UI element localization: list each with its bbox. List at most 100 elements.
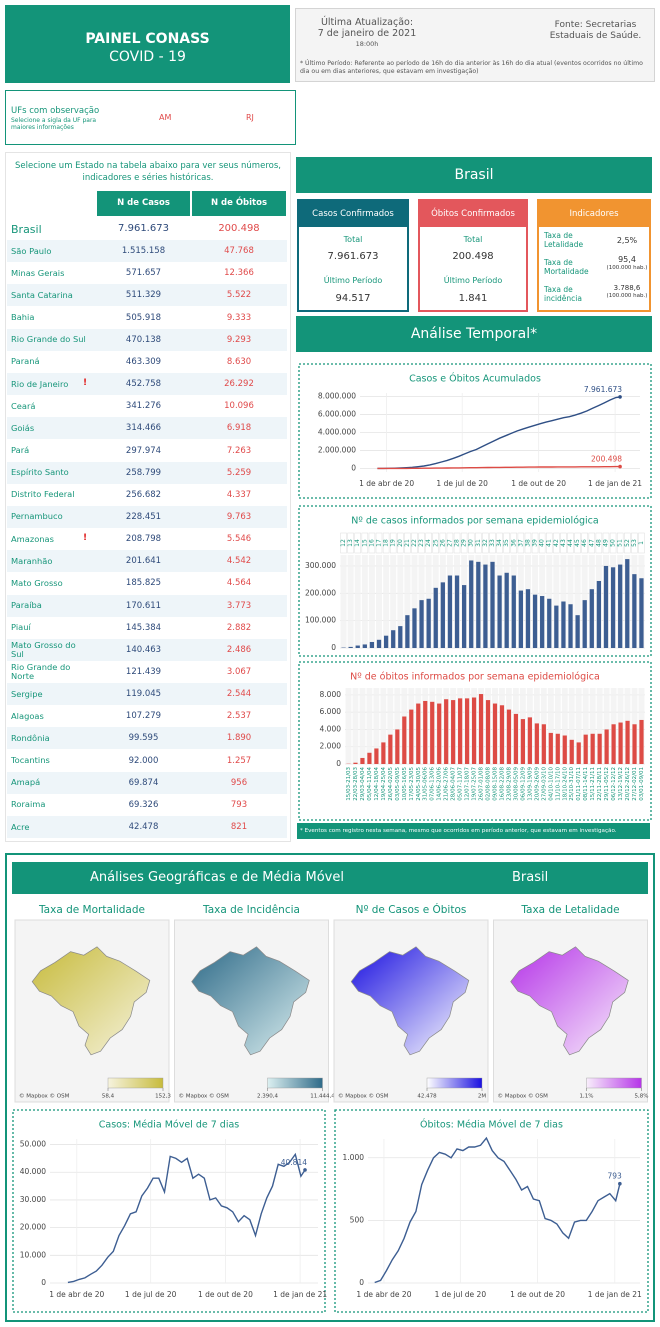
table-row[interactable]: Pernambuco 228.451 9.763 — [7, 505, 287, 528]
category-box — [340, 532, 347, 554]
category-box — [411, 532, 418, 554]
category-box — [638, 532, 645, 554]
bar — [426, 598, 431, 648]
category-label: 20/09-26/09 — [534, 767, 540, 801]
indicator-unit: (100.000 hab.) — [606, 265, 648, 271]
colorbar-label: 1,1% — [580, 1094, 594, 1100]
bar — [490, 561, 495, 648]
bar-background — [373, 688, 380, 764]
indicators-card: Indicadores Taxa de Letalidade 2,5% Taxa… — [537, 199, 651, 312]
table-row[interactable]: Amazonas! 208.798 5.546 — [7, 528, 287, 551]
uf-link[interactable]: RJ — [246, 113, 254, 122]
category-label: 40 — [539, 539, 546, 547]
cases-cell: 571.657 — [125, 268, 162, 279]
x-tick-label: 1 de abr de 20 — [356, 1290, 411, 1299]
bar-background — [387, 688, 394, 764]
table-row[interactable]: São Paulo 1.515.158 47.768 — [7, 240, 287, 263]
table-row[interactable]: Maranhão 201.641 4.542 — [7, 550, 287, 573]
table-row[interactable]: Mato Grosso 185.825 4.564 — [7, 572, 287, 595]
category-label: 39 — [532, 539, 539, 547]
table-row[interactable]: Pará 297.974 7.263 — [7, 439, 287, 462]
table-row[interactable]: Distrito Federal 256.682 4.337 — [7, 483, 287, 506]
table-row[interactable]: Sergipe 119.045 2.544 — [7, 683, 287, 706]
deaths-cell: 9.293 — [226, 334, 252, 345]
table-row[interactable]: Brasil 7.961.673 200.498 — [7, 218, 287, 240]
bar — [576, 742, 581, 764]
table-row[interactable]: Santa Catarina 511.329 5.522 — [7, 284, 287, 307]
table-row[interactable]: Alagoas 107.279 2.537 — [7, 705, 287, 728]
bar-background — [361, 555, 368, 648]
instruction: Selecione um Estado na tabela abaixo par… — [15, 161, 281, 183]
bar — [444, 699, 449, 764]
table-row[interactable]: Roraima 69.326 793 — [7, 793, 287, 816]
bar — [603, 565, 609, 648]
card-value: 200.498 — [452, 251, 494, 262]
bar — [575, 615, 580, 648]
category-label: 18/10-24/10 — [562, 767, 568, 801]
state-name: Rio Grande do Norte — [11, 662, 71, 681]
bar-background — [352, 688, 359, 764]
table-row[interactable]: Minas Gerais 571.657 12.366 — [7, 262, 287, 285]
category-label: 49 — [603, 539, 610, 547]
state-name: Amapá — [11, 777, 41, 788]
card-label: Último Período — [443, 276, 503, 285]
cases-cell: 258.799 — [125, 467, 162, 478]
state-name: Sergipe — [11, 688, 43, 699]
category-label: 36 — [510, 539, 517, 547]
table-row[interactable]: Paraná 463.309 8.630 — [7, 350, 287, 373]
bar — [355, 645, 360, 648]
bar — [423, 700, 428, 764]
cases-cell: 208.798 — [125, 534, 162, 545]
map-title: Taxa de Incidência — [202, 904, 300, 916]
card-title: Casos Confirmados — [299, 201, 407, 227]
table-row[interactable]: Espírito Santo 258.799 5.259 — [7, 461, 287, 484]
table-row[interactable]: Mato Grosso do Sul 140.463 2.486 — [7, 638, 287, 661]
table-row[interactable]: Rio Grande do Norte 121.439 3.067 — [7, 661, 287, 683]
bar — [476, 561, 481, 648]
bar-background — [376, 555, 382, 648]
bar — [562, 735, 567, 764]
indicator-label: Taxa de Mortalidade — [544, 258, 589, 276]
attribution: © Mapbox © OSM — [498, 1093, 549, 1100]
bar — [554, 605, 559, 648]
category-box — [553, 532, 560, 554]
table-row[interactable]: Ceará 341.276 10.096 — [7, 395, 287, 418]
indicator-unit: (100.000 hab.) — [606, 293, 648, 299]
table-row[interactable]: Bahia 505.918 9.333 — [7, 306, 287, 329]
category-label: 50 — [610, 539, 617, 547]
table-row[interactable]: Acre 42.478 821 — [7, 816, 287, 839]
category-label: 15 — [361, 539, 368, 547]
x-tick-label: 1 de jul de 20 — [435, 1290, 487, 1299]
bar — [405, 615, 410, 648]
table-row[interactable]: Rio de Janeiro! 452.758 26.292 — [7, 373, 287, 396]
table-row[interactable]: Goiás 314.466 6.918 — [7, 417, 287, 440]
table-row[interactable]: Tocantins 92.000 1.257 — [7, 749, 287, 772]
bar — [398, 626, 403, 648]
geo-section — [5, 853, 655, 1322]
y-tick-label: 0 — [336, 759, 341, 768]
category-label: 12 — [340, 539, 347, 547]
y-tick-label: 100.000 — [305, 616, 336, 625]
deaths-cell: 1.257 — [226, 755, 252, 766]
observation-flag: ! — [83, 533, 88, 544]
table-row[interactable]: Rio Grande do Sul 470.138 9.293 — [7, 328, 287, 351]
category-label: 08/11-14/11 — [583, 767, 589, 801]
category-label: 16 — [368, 539, 375, 547]
card-value: 94.517 — [335, 293, 371, 304]
y-tick-label: 0 — [331, 643, 336, 652]
uf-link[interactable]: AM — [159, 113, 172, 122]
column-header: N de Óbitos — [192, 191, 286, 216]
category-label: 15/03-21/03 — [346, 767, 352, 801]
bar — [525, 589, 531, 648]
source: Fonte: Secretarias Estaduais de Saúde. — [549, 20, 642, 41]
category-label: 29 — [461, 539, 468, 547]
table-row[interactable]: Amapá 69.874 956 — [7, 771, 287, 794]
table-row[interactable]: Piauí 145.384 2.882 — [7, 616, 287, 639]
end-label: 793 — [608, 1172, 623, 1181]
category-box — [382, 532, 390, 554]
table-row[interactable]: Rondônia 99.595 1.890 — [7, 727, 287, 750]
category-box — [460, 532, 468, 554]
category-label: 24/05-30/05 — [416, 767, 422, 801]
table-row[interactable]: Paraíba 170.611 3.773 — [7, 594, 287, 617]
map-title: Nº de Casos e Óbitos — [356, 903, 467, 916]
